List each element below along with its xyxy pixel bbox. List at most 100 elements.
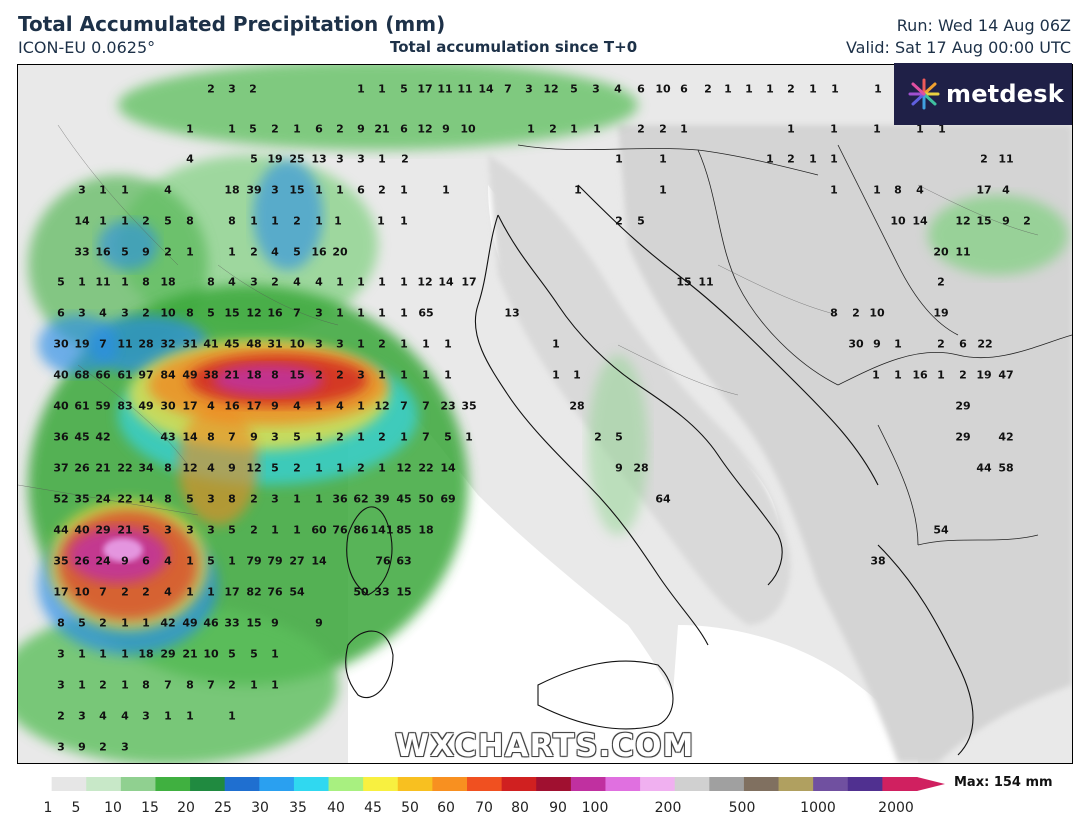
precip-value-label: 1 bbox=[574, 183, 582, 197]
precip-value-label: 18 bbox=[138, 647, 154, 661]
precip-value-label: 83 bbox=[117, 399, 133, 413]
precip-value-label: 63 bbox=[396, 554, 412, 568]
precip-value-label: 47 bbox=[998, 368, 1014, 382]
precip-value-label: 1 bbox=[271, 678, 279, 692]
precip-value-label: 21 bbox=[95, 461, 111, 475]
colorbar bbox=[17, 777, 945, 791]
precip-value-label: 1 bbox=[465, 430, 473, 444]
colorbar-tick-label: 5 bbox=[71, 800, 81, 816]
precip-value-label: 31 bbox=[182, 337, 198, 351]
precip-value-label: 2 bbox=[959, 368, 967, 382]
precip-value-label: 8 bbox=[228, 492, 236, 506]
precip-value-label: 1 bbox=[938, 122, 946, 136]
colorbar-tick-label: 2000 bbox=[878, 800, 914, 816]
colorbar-segment bbox=[536, 777, 572, 791]
precip-value-label: 28 bbox=[633, 461, 649, 475]
precip-value-label: 15 bbox=[289, 368, 305, 382]
precip-value-label: 42 bbox=[160, 616, 176, 630]
precip-value-label: 1 bbox=[121, 275, 129, 289]
precip-value-label: 40 bbox=[53, 368, 69, 382]
precip-value-label: 3 bbox=[525, 82, 533, 96]
precip-value-label: 1 bbox=[186, 245, 194, 259]
precip-value-label: 10 bbox=[289, 337, 305, 351]
precip-value-label: 1 bbox=[615, 152, 623, 166]
precip-value-label: 1 bbox=[378, 82, 386, 96]
max-value-label: Max: 154 mm bbox=[954, 775, 1053, 790]
precip-value-label: 3 bbox=[271, 183, 279, 197]
precip-value-label: 7 bbox=[293, 306, 301, 320]
precip-value-label: 4 bbox=[164, 585, 172, 599]
precip-value-label: 19 bbox=[976, 368, 992, 382]
colorbar-tick-label: 20 bbox=[177, 800, 195, 816]
precip-value-label: 7 bbox=[207, 678, 215, 692]
precip-value-label: 29 bbox=[955, 430, 971, 444]
precip-value-label: 8 bbox=[57, 616, 65, 630]
precip-value-label: 2 bbox=[787, 82, 795, 96]
precip-value-label: 5 bbox=[615, 430, 623, 444]
precip-value-label: 12 bbox=[396, 461, 412, 475]
colorbar-segment bbox=[501, 777, 537, 791]
precip-value-label: 3 bbox=[57, 678, 65, 692]
precip-value-label: 35 bbox=[53, 554, 69, 568]
precip-value-label: 2 bbox=[937, 337, 945, 351]
colorbar-segment bbox=[882, 777, 918, 791]
precip-value-label: 5 bbox=[142, 523, 150, 537]
colorbar-segment bbox=[813, 777, 849, 791]
precip-value-label: 1 bbox=[142, 616, 150, 630]
precip-value-label: 46 bbox=[203, 616, 219, 630]
precip-value-label: 1 bbox=[400, 368, 408, 382]
precip-value-label: 1 bbox=[400, 430, 408, 444]
precip-value-label: 76 bbox=[375, 554, 391, 568]
precip-value-label: 1 bbox=[99, 647, 107, 661]
precip-value-label: 9 bbox=[250, 430, 258, 444]
precip-value-label: 1 bbox=[377, 214, 385, 228]
precip-value-label: 1 bbox=[422, 337, 430, 351]
precip-value-label: 3 bbox=[207, 492, 215, 506]
precip-value-label: 7 bbox=[422, 430, 430, 444]
precip-value-label: 32 bbox=[160, 337, 176, 351]
precip-value-label: 1 bbox=[271, 647, 279, 661]
precip-value-label: 3 bbox=[357, 368, 365, 382]
precip-value-label: 14 bbox=[912, 214, 928, 228]
precip-value-label: 28 bbox=[569, 399, 585, 413]
precip-value-label: 2 bbox=[142, 585, 150, 599]
precip-value-label: 22 bbox=[418, 461, 434, 475]
precip-value-label: 1 bbox=[293, 523, 301, 537]
precip-value-label: 8 bbox=[164, 492, 172, 506]
precip-value-label: 2 bbox=[99, 740, 107, 754]
precip-value-label: 7 bbox=[422, 399, 430, 413]
precip-value-label: 14 bbox=[182, 430, 198, 444]
coastlines bbox=[345, 184, 974, 756]
precip-value-label: 2 bbox=[315, 368, 323, 382]
precip-value-label: 3 bbox=[250, 275, 258, 289]
precip-value-label: 21 bbox=[182, 647, 198, 661]
precip-value-label: 3 bbox=[271, 492, 279, 506]
precip-value-label: 6 bbox=[142, 554, 150, 568]
precip-value-label: 1 bbox=[357, 275, 365, 289]
precip-value-label: 1 bbox=[315, 399, 323, 413]
colorbar-tick-label: 200 bbox=[654, 800, 682, 816]
precip-value-label: 39 bbox=[246, 183, 262, 197]
precip-value-label: 21 bbox=[117, 523, 133, 537]
precip-value-label: 1 bbox=[809, 82, 817, 96]
precip-value-label: 24 bbox=[95, 554, 111, 568]
precip-value-label: 48 bbox=[246, 337, 262, 351]
precip-value-label: 45 bbox=[74, 430, 90, 444]
precip-value-label: 34 bbox=[138, 461, 154, 475]
precip-value-label: 58 bbox=[998, 461, 1014, 475]
precip-value-label: 59 bbox=[95, 399, 111, 413]
precip-value-label: 1 bbox=[250, 214, 258, 228]
precip-value-label: 5 bbox=[293, 245, 301, 259]
precip-value-label: 4 bbox=[121, 709, 129, 723]
precip-value-label: 1 bbox=[444, 337, 452, 351]
colorbar-tick-label: 25 bbox=[214, 800, 232, 816]
precip-value-label: 9 bbox=[315, 616, 323, 630]
precip-value-label: 19 bbox=[933, 306, 949, 320]
precip-value-label: 11 bbox=[698, 275, 714, 289]
precip-value-label: 1 bbox=[378, 152, 386, 166]
precip-value-label: 17 bbox=[182, 399, 198, 413]
precip-value-label: 1 bbox=[336, 461, 344, 475]
precip-value-label: 3 bbox=[78, 183, 86, 197]
precip-value-label: 1 bbox=[894, 337, 902, 351]
precip-value-label: 26 bbox=[74, 461, 90, 475]
